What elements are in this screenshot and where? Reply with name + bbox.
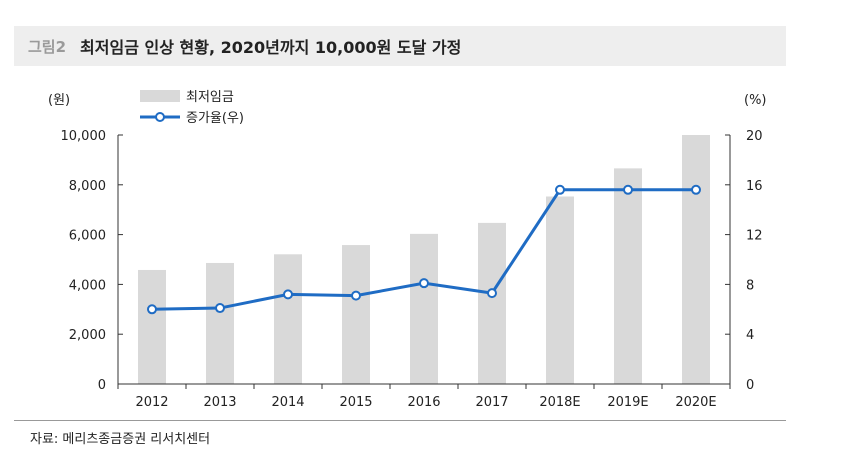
line-point-2019E	[623, 184, 633, 195]
line-point-2018E	[555, 184, 565, 195]
legend-line-label: 증가율(우)	[186, 111, 244, 126]
bar-2014	[274, 254, 302, 384]
x-tick-label: 2018E	[539, 395, 580, 410]
figure-title: 최저임금 인상 현황, 2020년까지 10,000원 도달 가정	[80, 38, 462, 57]
x-tick-label: 2020E	[675, 395, 716, 410]
y-left-unit: (원)	[48, 93, 70, 108]
footer-divider	[14, 420, 786, 421]
figure-label: 그림2	[28, 37, 67, 56]
y-right-tick-label: 4	[746, 328, 754, 343]
bar-2012	[138, 269, 166, 384]
x-tick-label: 2012	[135, 395, 168, 410]
y-right-tick-label: 16	[746, 179, 763, 194]
line-point-2017	[487, 288, 497, 299]
bar-2016	[410, 233, 438, 384]
x-tick-label: 2016	[407, 395, 440, 410]
source-note: 자료: 메리츠종금증권 리서치센터	[30, 432, 211, 447]
bar-2019E	[614, 168, 642, 384]
line-point-2015	[351, 290, 361, 301]
line-point-2016	[419, 278, 429, 289]
bar-2015	[342, 245, 370, 384]
x-tick-label: 2019E	[607, 395, 648, 410]
bar-2013	[206, 262, 234, 384]
y-left-tick-label: 6,000	[69, 229, 106, 244]
x-tick-label: 2013	[203, 395, 236, 410]
y-right-unit: (%)	[744, 93, 767, 108]
bar-2020E	[682, 135, 710, 384]
x-tick-label: 2014	[271, 395, 304, 410]
legend-line-marker	[155, 112, 165, 122]
x-tick-label: 2017	[475, 395, 508, 410]
y-left-tick-label: 2,000	[69, 328, 106, 343]
line-point-2020E	[691, 184, 701, 195]
y-right-tick-label: 12	[746, 229, 763, 244]
figure-title-bar: 그림2 최저임금 인상 현황, 2020년까지 10,000원 도달 가정	[14, 26, 786, 66]
legend-bar-swatch	[140, 90, 180, 102]
bar-2017	[478, 222, 506, 384]
y-left-tick-label: 4,000	[69, 278, 106, 293]
line-point-2013	[215, 303, 225, 314]
y-right-tick-label: 8	[746, 278, 754, 293]
y-left-tick-label: 0	[98, 378, 106, 393]
y-left-tick-label: 8,000	[69, 179, 106, 194]
y-left-tick-label: 10,000	[61, 129, 107, 144]
bar-2018E	[546, 196, 574, 384]
legend-bar-label: 최저임금	[186, 90, 234, 105]
x-tick-label: 2015	[339, 395, 372, 410]
line-point-2012	[147, 304, 157, 315]
y-right-tick-label: 0	[746, 378, 754, 393]
line-point-2014	[283, 289, 293, 300]
y-right-tick-label: 20	[746, 129, 763, 144]
